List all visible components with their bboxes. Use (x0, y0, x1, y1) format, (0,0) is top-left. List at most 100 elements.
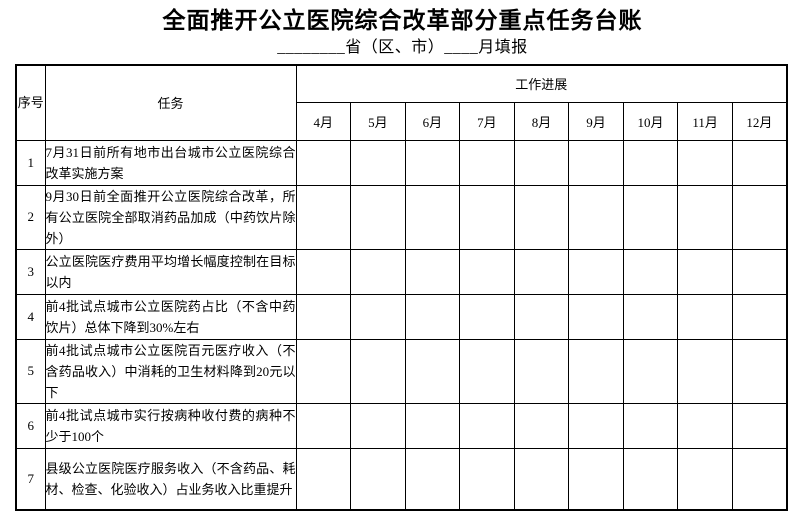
progress-cell (404, 402, 461, 449)
col-header-month-apr: 4月 (295, 101, 352, 141)
progress-cell (731, 184, 788, 250)
table-row-4: 4 前4批试点城市公立医院药占比（不含中药饮片）总体下降到30%左右 (15, 293, 788, 340)
progress-cell (350, 139, 406, 186)
col-header-month-nov: 11月 (677, 101, 733, 141)
progress-cell (295, 447, 352, 511)
progress-cell (677, 402, 733, 449)
progress-cell (568, 293, 624, 340)
col-header-month-may: 5月 (350, 101, 406, 141)
table-row-1: 1 7月31日前所有地市出台城市公立医院综合改革实施方案 (15, 139, 788, 186)
progress-cell (731, 293, 788, 340)
progress-cell (513, 184, 570, 250)
progress-cell (731, 338, 788, 404)
progress-cell (568, 447, 624, 511)
progress-cell (459, 402, 515, 449)
progress-cell (350, 184, 406, 250)
col-header-month-oct: 10月 (622, 101, 679, 141)
province-label: 省（区、市） (345, 39, 445, 56)
header-row-months: 4月 5月 6月 7月 8月 9月 10月 11月 12月 (16, 101, 788, 141)
progress-cell (295, 402, 352, 449)
progress-cell (731, 139, 788, 186)
progress-cell (459, 248, 515, 295)
progress-cell (513, 402, 570, 449)
progress-cell (295, 184, 352, 250)
task-ledger-table: 序号 任务 工作进展 4月 5月 6月 7月 8月 9月 10月 11月 12月… (15, 64, 788, 511)
report-label: 月填报 (478, 39, 528, 56)
progress-cell (459, 447, 515, 511)
progress-cell (295, 248, 352, 295)
progress-cell (459, 139, 515, 186)
progress-cell (404, 338, 461, 404)
progress-cell (568, 184, 624, 250)
progress-cell (622, 139, 679, 186)
progress-cell (513, 447, 570, 511)
task-cell: 7月31日前所有地市出台城市公立医院综合改革实施方案 (44, 139, 297, 186)
header-row-top: 序号 任务 工作进展 (15, 64, 788, 141)
table-row-7: 7 县级公立医院医疗服务收入（不含药品、耗材、检查、化验收入）占业务收入比重提升 (15, 447, 788, 511)
progress-cell (622, 402, 679, 449)
table-row-6: 6 前4批试点城市实行按病种收付费的病种不少于100个 (15, 402, 788, 449)
row-index: 1 (15, 139, 46, 186)
table-row-2: 2 9月30日前全面推开公立医院综合改革，所有公立医院全部取消药品加成（中药饮片… (15, 184, 788, 250)
progress-cell (568, 338, 624, 404)
task-cell: 前4批试点城市公立医院药占比（不含中药饮片）总体下降到30%左右 (44, 293, 297, 340)
progress-cell (350, 248, 406, 295)
month-blank-line: ____ (444, 39, 479, 56)
col-header-month-dec: 12月 (731, 101, 788, 141)
task-cell: 公立医院医疗费用平均增长幅度控制在目标以内 (44, 248, 297, 295)
progress-cell (513, 139, 570, 186)
progress-cell (295, 139, 352, 186)
progress-cell (677, 139, 733, 186)
row-index: 6 (15, 402, 46, 449)
progress-cell (568, 248, 624, 295)
progress-cell (350, 338, 406, 404)
progress-cell (513, 293, 570, 340)
progress-cell (731, 248, 788, 295)
row-index: 3 (15, 248, 46, 295)
progress-cell (568, 139, 624, 186)
task-cell: 前4批试点城市实行按病种收付费的病种不少于100个 (44, 402, 297, 449)
row-index: 2 (15, 184, 46, 250)
row-index: 7 (15, 447, 46, 511)
task-cell: 前4批试点城市公立医院百元医疗收入（不含药品收入）中消耗的卫生材料降到20元以下 (44, 338, 297, 404)
progress-cell (295, 293, 352, 340)
col-header-progress: 工作进展 (295, 64, 788, 103)
progress-cell (404, 293, 461, 340)
task-cell: 9月30日前全面推开公立医院综合改革，所有公立医院全部取消药品加成（中药饮片除外… (44, 184, 297, 250)
col-header-task: 任务 (44, 64, 297, 141)
progress-cell (677, 184, 733, 250)
progress-cell (404, 184, 461, 250)
progress-cell (513, 338, 570, 404)
progress-cell (622, 447, 679, 511)
progress-cell (731, 447, 788, 511)
progress-cell (622, 293, 679, 340)
province-blank-line: ________ (277, 39, 346, 56)
row-index: 5 (15, 338, 46, 404)
progress-cell (677, 447, 733, 511)
progress-cell (459, 184, 515, 250)
progress-cell (513, 248, 570, 295)
col-header-month-sep: 9月 (568, 101, 624, 141)
progress-cell (677, 293, 733, 340)
progress-cell (459, 338, 515, 404)
progress-cell (731, 402, 788, 449)
progress-cell (295, 338, 352, 404)
progress-cell (404, 248, 461, 295)
progress-cell (622, 184, 679, 250)
progress-cell (404, 447, 461, 511)
progress-cell (568, 402, 624, 449)
progress-cell (350, 293, 406, 340)
document-title: 全面推开公立医院综合改革部分重点任务台账 (162, 8, 643, 33)
progress-cell (404, 139, 461, 186)
progress-cell (459, 293, 515, 340)
col-header-month-jun: 6月 (404, 101, 461, 141)
table-row-5: 5 前4批试点城市公立医院百元医疗收入（不含药品收入）中消耗的卫生材料降到20元… (15, 338, 788, 404)
progress-cell (622, 338, 679, 404)
table-row-3: 3 公立医院医疗费用平均增长幅度控制在目标以内 (15, 248, 788, 295)
progress-cell (677, 248, 733, 295)
document-subtitle: ________省（区、市）____月填报 (0, 37, 805, 59)
progress-cell (350, 402, 406, 449)
progress-cell (622, 248, 679, 295)
row-index: 4 (15, 293, 46, 340)
